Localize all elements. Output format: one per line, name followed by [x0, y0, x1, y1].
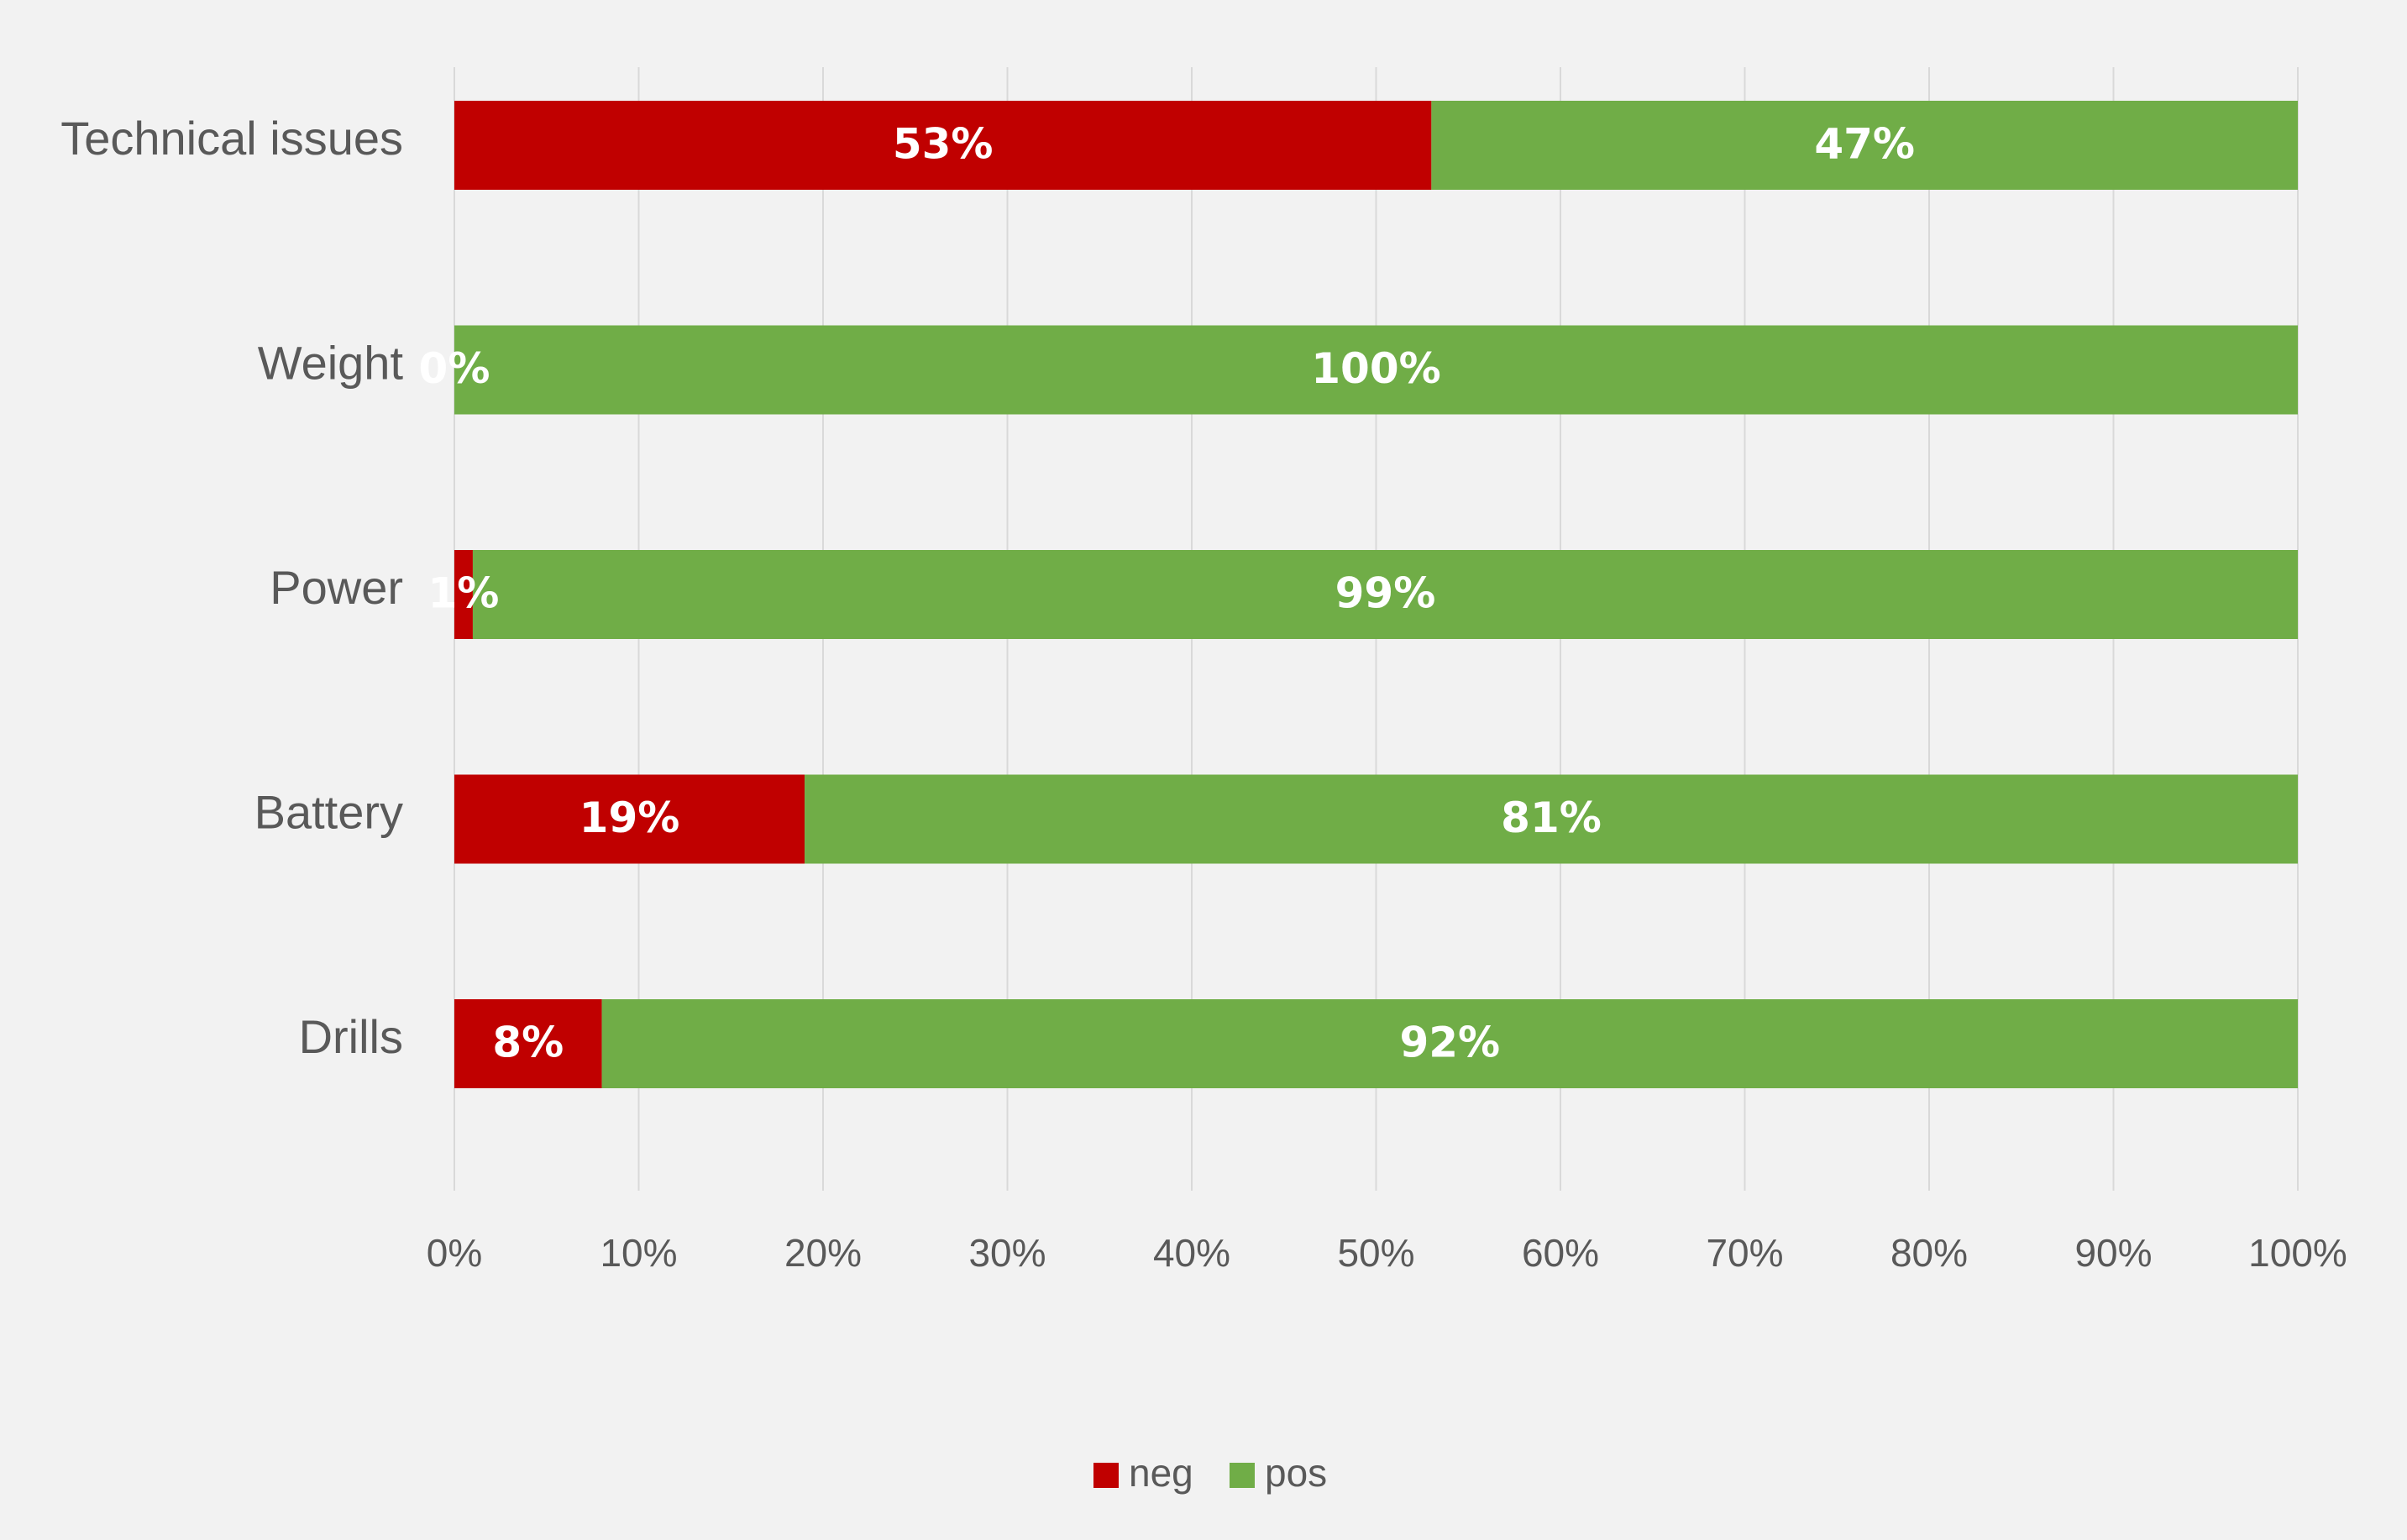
- data-label-pos: 92%: [1399, 1019, 1500, 1067]
- category-label: Weight: [258, 336, 404, 389]
- x-tick-label: 100%: [2248, 1231, 2347, 1275]
- data-label-neg: 1%: [428, 569, 500, 618]
- bar-pos: [472, 550, 2299, 639]
- bar-neg: [454, 550, 473, 639]
- x-tick-label: 30%: [968, 1231, 1046, 1275]
- category-label: Drills: [299, 1010, 403, 1063]
- bar-neg: [454, 774, 805, 864]
- bar-pos: [1431, 101, 2298, 190]
- x-tick-label: 90%: [2074, 1231, 2152, 1275]
- data-label-pos: 99%: [1335, 569, 1436, 618]
- x-tick-label: 60%: [1522, 1231, 1599, 1275]
- legend-label-neg: neg: [1129, 1451, 1193, 1495]
- legend-label-pos: pos: [1265, 1451, 1327, 1495]
- bars: [454, 101, 2299, 1088]
- data-label-pos: 47%: [1814, 120, 1915, 169]
- x-tick-label: 20%: [784, 1231, 862, 1275]
- legend-swatch-neg: [1093, 1463, 1119, 1488]
- x-tick-label: 10%: [600, 1231, 677, 1275]
- bar-pos: [805, 774, 2298, 864]
- data-label-pos: 81%: [1501, 794, 1602, 842]
- data-label-pos: 100%: [1311, 344, 1440, 393]
- category-label: Technical issues: [60, 112, 403, 165]
- data-labels: 53% 47% 0% 100% 1% 99% 19% 81% 8% 92%: [419, 120, 1915, 1067]
- x-axis-tick-labels: 0% 10% 20% 30% 40% 50% 60% 70% 80% 90% 100%: [427, 1231, 2347, 1275]
- x-tick-label: 40%: [1153, 1231, 1230, 1275]
- data-label-neg: 8%: [492, 1019, 564, 1067]
- x-tick-label: 0%: [427, 1231, 482, 1275]
- legend-swatch-pos: [1230, 1463, 1255, 1488]
- category-label: Power: [270, 561, 403, 614]
- category-labels: Technical issues Weight Power Battery Drills: [60, 112, 403, 1063]
- data-label-neg: 53%: [893, 120, 994, 169]
- bar-pos: [601, 999, 2298, 1088]
- x-tick-label: 70%: [1706, 1231, 1783, 1275]
- bar-neg: [454, 999, 602, 1088]
- data-label-neg: 19%: [579, 794, 680, 842]
- category-label: Battery: [254, 785, 403, 838]
- x-tick-label: 50%: [1337, 1231, 1414, 1275]
- bar-pos: [454, 325, 2298, 415]
- x-tick-label: 80%: [1890, 1231, 1968, 1275]
- legend: neg pos: [1093, 1451, 1327, 1495]
- bar-neg: [454, 101, 1432, 190]
- data-label-neg: 0%: [419, 344, 490, 393]
